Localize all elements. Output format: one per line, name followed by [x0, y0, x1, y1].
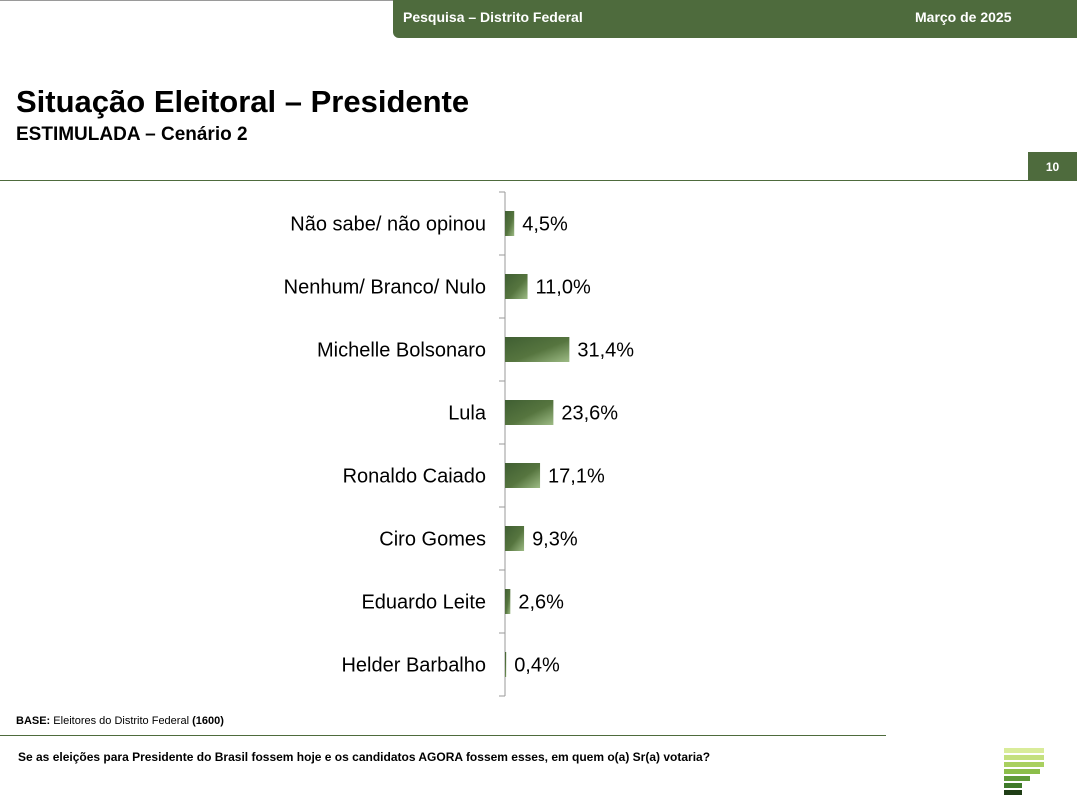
- survey-date: Março de 2025: [915, 9, 1012, 25]
- base-label: BASE:: [16, 715, 51, 727]
- bar: [505, 400, 554, 425]
- category-label: Michelle Bolsonaro: [317, 340, 486, 362]
- data-label: 4,5%: [522, 214, 568, 236]
- page-subtitle: ESTIMULADA – Cenário 2: [16, 124, 248, 145]
- header-bar: Pesquisa – Distrito Federal Março de 202…: [393, 0, 1077, 38]
- title-divider: [0, 180, 1077, 181]
- base-note: BASE: Eleitores do Distrito Federal (160…: [16, 715, 224, 727]
- survey-title: Pesquisa – Distrito Federal: [403, 9, 583, 25]
- page-title: Situação Eleitoral – Presidente: [16, 84, 470, 119]
- page-number-badge: 10: [1028, 152, 1077, 181]
- bar: [505, 526, 525, 551]
- bar: [505, 274, 528, 299]
- brand-logo-icon: [1004, 748, 1044, 795]
- bar: [505, 589, 511, 614]
- data-label: 17,1%: [548, 466, 605, 488]
- data-label: 2,6%: [518, 592, 564, 614]
- base-text: Eleitores do Distrito Federal: [53, 715, 190, 727]
- base-count: (1600): [192, 715, 224, 727]
- data-label: 0,4%: [514, 655, 560, 677]
- data-label: 31,4%: [577, 340, 634, 362]
- survey-question: Se as eleições para Presidente do Brasil…: [18, 750, 711, 764]
- bar: [505, 337, 570, 362]
- category-label: Nenhum/ Branco/ Nulo: [284, 277, 486, 299]
- category-label: Helder Barbalho: [341, 655, 486, 677]
- category-label: Não sabe/ não opinou: [290, 214, 486, 236]
- footer-divider: [0, 735, 886, 736]
- data-label: 11,0%: [536, 277, 591, 299]
- category-label: Lula: [448, 403, 487, 425]
- bar: [505, 211, 515, 236]
- top-divider: [0, 0, 393, 1]
- data-label: 9,3%: [532, 529, 578, 551]
- bar: [505, 652, 507, 677]
- bar: [505, 463, 541, 488]
- data-label: 23,6%: [561, 403, 618, 425]
- category-label: Ronaldo Caiado: [343, 466, 486, 488]
- category-label: Eduardo Leite: [361, 592, 486, 614]
- category-label: Ciro Gomes: [379, 529, 486, 551]
